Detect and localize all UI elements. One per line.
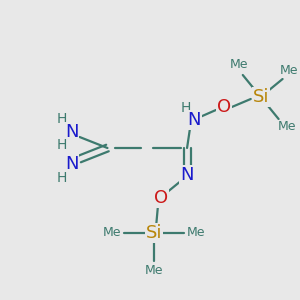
Text: Si: Si — [146, 224, 163, 242]
Text: Me: Me — [187, 226, 205, 239]
Text: N: N — [180, 166, 194, 184]
Text: O: O — [217, 98, 231, 116]
Text: Me: Me — [279, 64, 298, 77]
Text: Me: Me — [277, 121, 296, 134]
Text: N: N — [187, 111, 201, 129]
Text: H: H — [181, 101, 191, 115]
Text: N: N — [65, 123, 78, 141]
Text: N: N — [65, 155, 78, 173]
Text: Me: Me — [145, 265, 164, 278]
Text: H: H — [56, 171, 67, 185]
Text: O: O — [154, 189, 168, 207]
Text: Si: Si — [252, 88, 269, 106]
Text: H: H — [56, 138, 67, 152]
Text: H: H — [56, 112, 67, 126]
Text: Me: Me — [230, 58, 248, 71]
Text: Me: Me — [103, 226, 122, 239]
